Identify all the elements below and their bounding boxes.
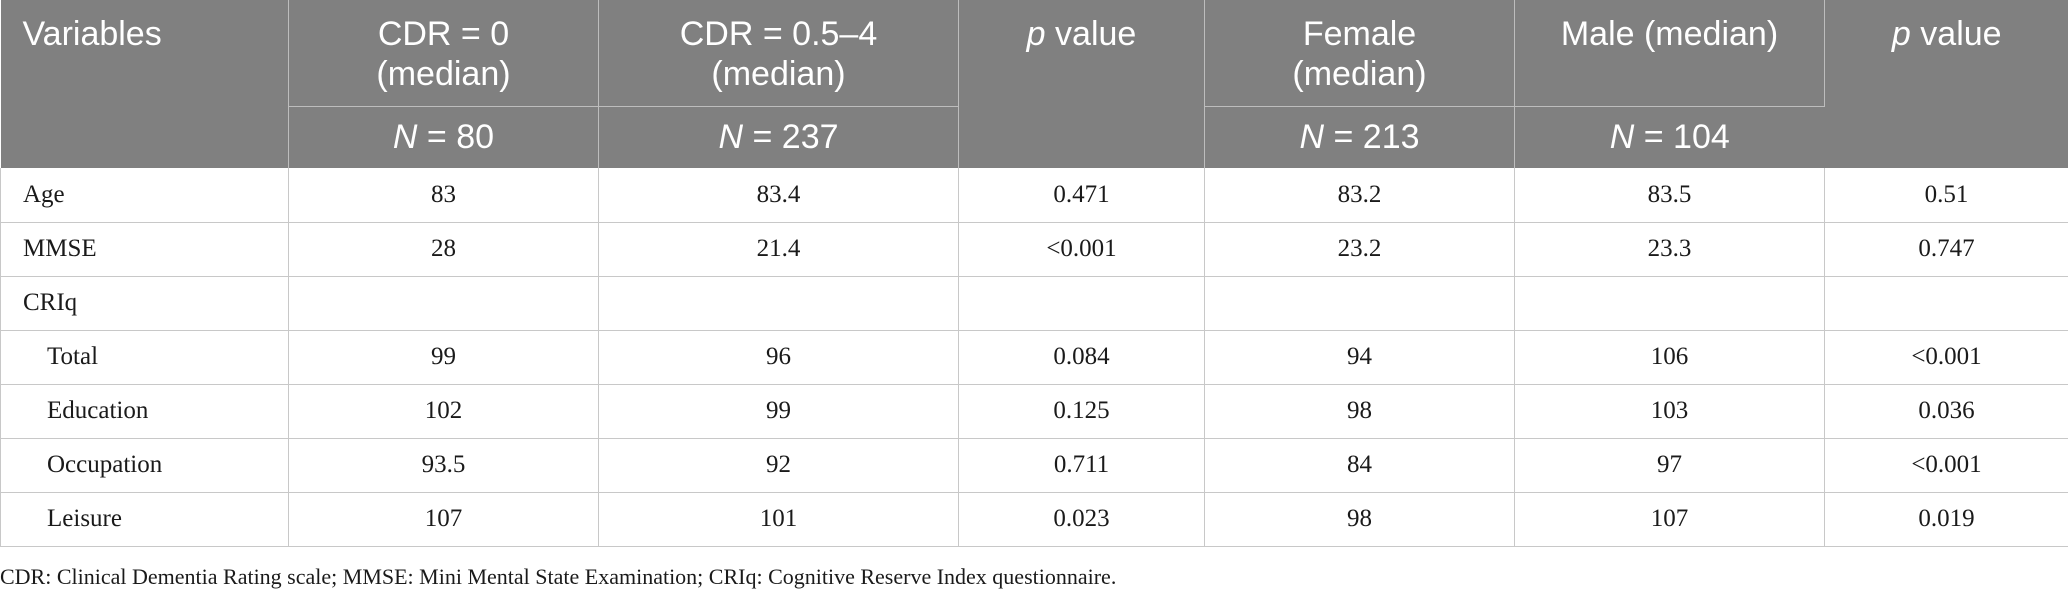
header-cdr05-label: CDR = 0.5–4 [679, 15, 878, 53]
data-table: Variables CDR = 0 (median) CDR = 0.5–4 (me… [0, 0, 2068, 547]
cell-female: 98 [1204, 384, 1515, 439]
cell-cdr0: 102 [288, 384, 599, 439]
header-cdr0-n-label: N [392, 118, 418, 157]
header-cdr05-n-label: N [718, 118, 744, 157]
cell-male [1514, 276, 1825, 331]
header-variables: Variables [0, 0, 289, 168]
row-label: Age [0, 168, 289, 223]
table-row: Leisure 107 101 0.023 98 107 0.019 [0, 492, 2068, 547]
cell-cdr05: 92 [598, 438, 959, 493]
header-p-rest-2: value [1910, 15, 2002, 53]
table-row: Total 99 96 0.084 94 106 <0.001 [0, 330, 2068, 385]
cell-male: 103 [1514, 384, 1825, 439]
cell-p1 [958, 276, 1205, 331]
header-p-rest-1: value [1045, 15, 1137, 53]
header-p-value-1: p value [958, 0, 1205, 168]
cell-p1: 0.471 [958, 168, 1205, 223]
cell-cdr0: 99 [288, 330, 599, 385]
cell-cdr0 [288, 276, 599, 331]
cell-cdr0: 28 [288, 222, 599, 277]
header-cdr0: CDR = 0 (median) [288, 0, 599, 106]
table-row: CRIq [0, 276, 2068, 331]
header-cdr0-n-value: = 80 [417, 118, 495, 157]
header-male-n-label: N [1609, 118, 1635, 157]
header-p-italic-2: p [1891, 15, 1911, 53]
cell-p1: 0.711 [958, 438, 1205, 493]
cell-cdr05: 21.4 [598, 222, 959, 277]
cell-male: 23.3 [1514, 222, 1825, 277]
header-female-n: N = 213 [1204, 105, 1515, 168]
header-female-sub: (median) [1292, 55, 1427, 93]
cell-cdr0: 107 [288, 492, 599, 547]
cell-p2: 0.747 [1824, 222, 2068, 277]
header-male: Male (median) [1514, 0, 1825, 106]
cell-cdr0: 93.5 [288, 438, 599, 493]
header-female-label: Female [1302, 15, 1417, 53]
cell-p2 [1824, 276, 2068, 331]
cell-male: 106 [1514, 330, 1825, 385]
cell-cdr05 [598, 276, 959, 331]
header-male-n-value: = 104 [1634, 118, 1730, 157]
cell-p1: 0.023 [958, 492, 1205, 547]
cell-male: 83.5 [1514, 168, 1825, 223]
table-row: Occupation 93.5 92 0.711 84 97 <0.001 [0, 438, 2068, 493]
header-female-n-value: = 213 [1324, 118, 1420, 157]
cell-cdr05: 101 [598, 492, 959, 547]
header-p-italic-1: p [1026, 15, 1046, 53]
table-footnote: CDR: Clinical Dementia Rating scale; MMS… [0, 564, 1117, 589]
table-row: MMSE 28 21.4 <0.001 23.2 23.3 0.747 [0, 222, 2068, 277]
row-label: Occupation [0, 438, 289, 493]
cell-p2: 0.036 [1824, 384, 2068, 439]
cell-female: 84 [1204, 438, 1515, 493]
cell-female: 94 [1204, 330, 1515, 385]
cell-p2: <0.001 [1824, 438, 2068, 493]
header-variables-text: Variables [22, 15, 162, 53]
cell-female: 98 [1204, 492, 1515, 547]
table-row: Education 102 99 0.125 98 103 0.036 [0, 384, 2068, 439]
table-row: Age 83 83.4 0.471 83.2 83.5 0.51 [0, 168, 2068, 223]
table-header: Variables CDR = 0 (median) CDR = 0.5–4 (me… [0, 0, 2068, 168]
header-cdr0-label: CDR = 0 [377, 15, 510, 53]
header-cdr0-n: N = 80 [288, 105, 599, 168]
row-label: Leisure [0, 492, 289, 547]
header-male-n: N = 104 [1514, 105, 1825, 168]
header-cdr05: CDR = 0.5–4 (median) [598, 0, 959, 106]
cell-cdr05: 83.4 [598, 168, 959, 223]
row-label: Education [0, 384, 289, 439]
cell-p1: <0.001 [958, 222, 1205, 277]
cell-male: 97 [1514, 438, 1825, 493]
header-p-value-2: p value [1824, 0, 2068, 168]
cell-male: 107 [1514, 492, 1825, 547]
table-body: Age 83 83.4 0.471 83.2 83.5 0.51 MMSE 28… [0, 168, 2068, 547]
row-label: CRIq [0, 276, 289, 331]
row-label: Total [0, 330, 289, 385]
cell-p1: 0.084 [958, 330, 1205, 385]
header-cdr05-sub: (median) [711, 55, 846, 93]
header-female-n-label: N [1299, 118, 1325, 157]
cell-p2: <0.001 [1824, 330, 2068, 385]
cell-female: 23.2 [1204, 222, 1515, 277]
header-cdr0-sub: (median) [376, 55, 511, 93]
cell-p2: 0.51 [1824, 168, 2068, 223]
cell-cdr05: 99 [598, 384, 959, 439]
cell-female [1204, 276, 1515, 331]
header-cdr05-n-value: = 237 [743, 118, 839, 157]
cell-cdr0: 83 [288, 168, 599, 223]
header-male-label: Male (median) [1560, 15, 1779, 53]
cell-p2: 0.019 [1824, 492, 2068, 547]
row-label: MMSE [0, 222, 289, 277]
cell-p1: 0.125 [958, 384, 1205, 439]
cell-cdr05: 96 [598, 330, 959, 385]
header-cdr05-n: N = 237 [598, 105, 959, 168]
cell-female: 83.2 [1204, 168, 1515, 223]
header-female: Female (median) [1204, 0, 1515, 106]
